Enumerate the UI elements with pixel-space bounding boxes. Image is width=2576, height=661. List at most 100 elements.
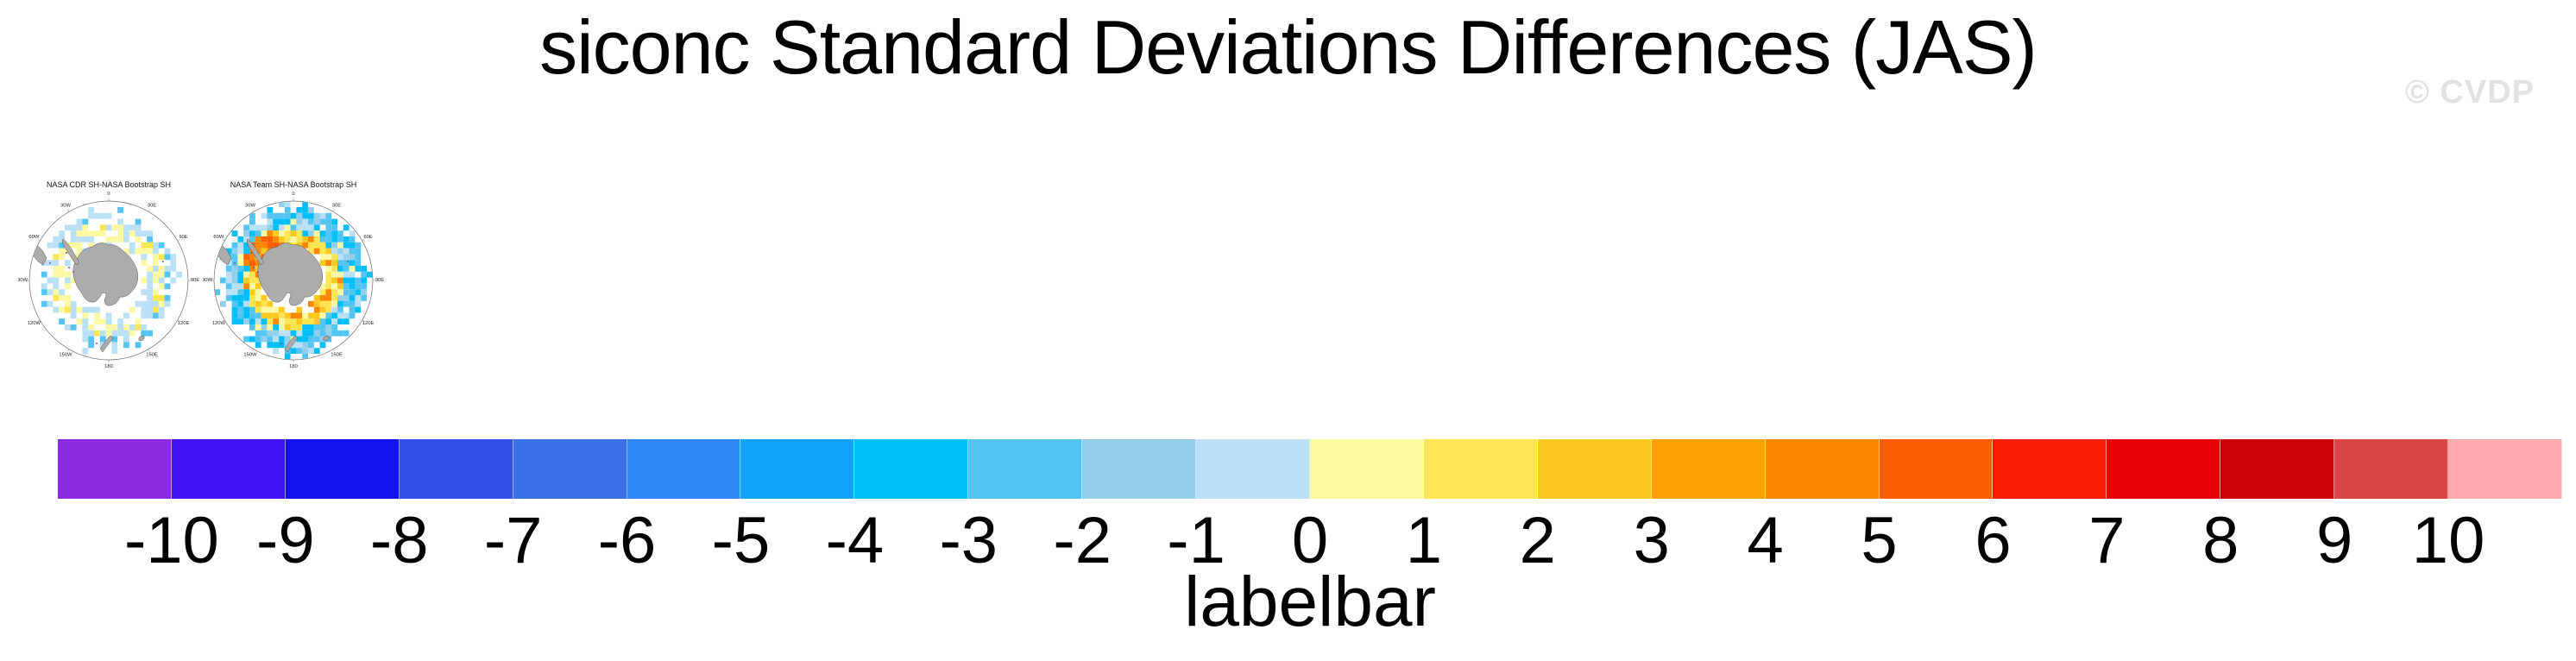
page-title: siconc Standard Deviations Differences (… [539, 4, 2037, 90]
cvdp-watermark: © CVDP [2404, 74, 2535, 110]
longitude-tick [148, 209, 150, 212]
labelbar-tick-label: 9 [2316, 504, 2353, 577]
map-panel: NASA Team SH-NASA Bootstrap SH 0 30E 60E 90… [203, 180, 384, 379]
labelbar-tick-label: 0 [1291, 504, 1329, 577]
longitude-labels: 0 30E 60E 90E 120E 150E 180 150W 120W 90W 60W 30W [18, 192, 199, 369]
labelbar-cell [2107, 439, 2221, 499]
labelbar-cell [1993, 439, 2107, 499]
labelbar-tick-label: 5 [1861, 504, 1898, 577]
labelbar-tick-label: 8 [2202, 504, 2239, 577]
small-island [280, 342, 282, 344]
labelbar-cell [2448, 439, 2562, 499]
longitude-tick [67, 349, 70, 352]
labelbar-caption: labelbar [1184, 563, 1436, 641]
map-title: NASA CDR SH-NASA Bootstrap SH [46, 180, 172, 189]
longitude-label: 90W [18, 278, 28, 283]
labelbar-tick-label: -1 [1167, 504, 1225, 577]
longitude-tick [362, 319, 365, 322]
labelbar-cell [740, 439, 855, 499]
longitude-tick [37, 319, 41, 322]
longitude-label: 60W [213, 235, 224, 240]
labelbar-cell [399, 439, 513, 499]
small-island [234, 261, 236, 264]
small-island [65, 251, 68, 255]
longitude-tick [67, 209, 70, 212]
longitude-tick [362, 239, 365, 242]
small-island [72, 270, 75, 273]
longitude-tick [148, 349, 150, 352]
antarctica-landmass [214, 238, 350, 353]
labelbar-tick-label: 3 [1633, 504, 1670, 577]
labelbar-cell [2334, 439, 2449, 499]
labelbar-cell [1879, 439, 1993, 499]
labelbar-cell [1537, 439, 1652, 499]
labelbar-cell [1423, 439, 1538, 499]
small-island [67, 266, 71, 269]
longitude-tick [332, 349, 335, 352]
labelbar-tick-label: -5 [711, 504, 771, 577]
longitude-label: 90E [191, 278, 199, 283]
longitude-label: 180 [289, 364, 298, 369]
small-island [323, 335, 330, 342]
labelbar-cell [968, 439, 1083, 499]
polar-map-svg: 0 30E 60E 90E 120E 150E 180 150W 120W 90W 60W 30W [203, 192, 384, 369]
labelbar-ticks: -10 -9 -8 -7 -6 -5 -4 -3 -2 -1 0 1 2 3 4 5 6 7 8 9 10 [58, 507, 2562, 575]
longitude-tick [222, 239, 225, 242]
longitude-tick [37, 239, 41, 242]
labelbar-tick-label: -9 [256, 504, 315, 577]
small-island [257, 270, 260, 273]
labelbar-cell [1082, 439, 1197, 499]
longitude-tick [252, 209, 255, 212]
labelbar-cell [1651, 439, 1766, 499]
labelbar-tick-label: -10 [123, 504, 219, 577]
small-island [95, 342, 98, 344]
labelbar-tick-label: -7 [483, 504, 543, 577]
small-island [346, 260, 350, 263]
longitude-label: 0 [107, 192, 110, 197]
south-america-tip [29, 241, 47, 266]
map-boundary-circle [28, 200, 189, 361]
longitude-label: 90E [375, 278, 384, 283]
small-island [161, 260, 165, 263]
labelbar-cell [854, 439, 969, 499]
map-title: NASA Team SH-NASA Bootstrap SH [230, 180, 357, 189]
south-america-tip [214, 241, 232, 266]
labelbar-tick-label: 6 [1975, 504, 2012, 577]
labelbar-cell [627, 439, 741, 499]
labelbar-cell [285, 439, 400, 499]
difference-cells [41, 207, 182, 354]
new-zealand-island [284, 335, 299, 353]
labelbar-cell [171, 439, 286, 499]
labelbar [58, 439, 2562, 499]
labelbar-tick-label: -4 [825, 504, 885, 577]
longitude-tick [332, 209, 335, 212]
new-zealand-island [99, 335, 114, 353]
small-island [138, 335, 145, 342]
longitude-label: 30W [60, 203, 71, 208]
longitude-label: 180 [104, 364, 113, 369]
labelbar-cell [1196, 439, 1310, 499]
longitude-label: 150E [331, 353, 343, 358]
labelbar-cell [58, 439, 172, 499]
labelbar-tick-label: 7 [2088, 504, 2126, 577]
polar-map-svg: 0 30E 60E 90E 120E 150E 180 150W 120W 90W 60W 30W [18, 192, 199, 369]
longitude-labels: 0 30E 60E 90E 120E 150E 180 150W 120W 90W 60W 30W [203, 192, 384, 369]
labelbar-tick-label: 2 [1519, 504, 1556, 577]
labelbar-cell [1765, 439, 1880, 499]
labelbar-tick-label: -6 [597, 504, 657, 577]
labelbar-tick-label: -8 [369, 504, 429, 577]
longitude-label: 120E [178, 321, 190, 326]
longitude-label: 60E [179, 235, 187, 240]
longitude-label: 120W [212, 321, 226, 326]
labelbar-cell [1309, 439, 1424, 499]
longitude-label: 0 [292, 192, 294, 197]
longitude-tick [177, 239, 180, 242]
longitude-label: 150W [59, 353, 72, 358]
longitude-label: 120E [362, 321, 375, 326]
labelbar-cell [2220, 439, 2335, 499]
longitude-label: 120W [28, 321, 41, 326]
longitude-label: 30E [332, 203, 341, 208]
small-island [249, 251, 253, 255]
longitude-label: 60W [28, 235, 39, 240]
longitude-label: 30E [148, 203, 156, 208]
